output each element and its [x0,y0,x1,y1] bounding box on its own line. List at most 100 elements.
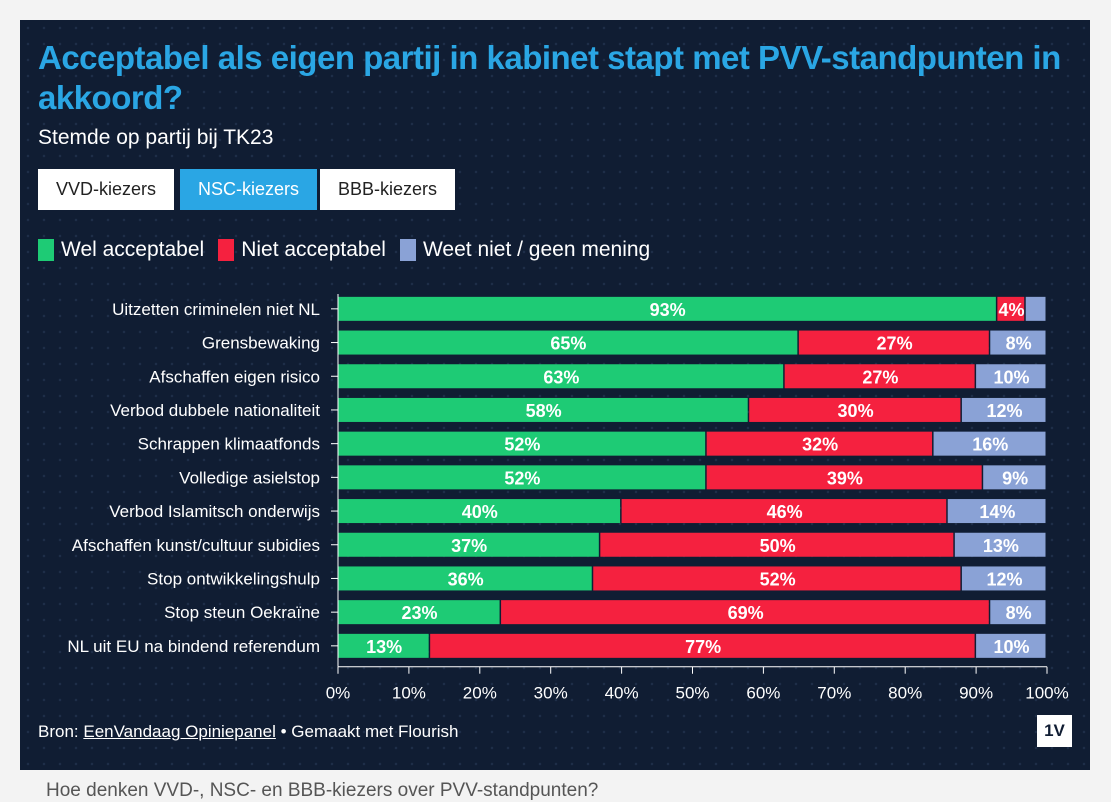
data-label: 46% [767,502,803,522]
legend-item-wel: Wel acceptabel [38,238,204,262]
bar-segment [338,499,621,524]
source-suffix: • Gemaakt met Flourish [275,722,459,741]
bar-segment [798,330,989,355]
source-link[interactable]: EenVandaag Opiniepanel [83,722,276,741]
legend-item-niet: Niet acceptabel [218,238,386,262]
bar-segment [933,431,1046,456]
data-label: 63% [543,367,579,387]
bar-segment [961,397,1046,422]
data-label: 30% [838,401,874,421]
data-label: 23% [402,603,438,623]
data-label: 8% [1006,603,1032,623]
caption: Hoe denken VVD-, NSC- en BBB-kiezers ove… [46,780,599,801]
category-label: Uitzetten criminelen niet NL [112,300,320,319]
bar-segment [954,532,1046,557]
legend-swatch-wel [38,239,54,261]
data-label: 4% [999,300,1025,320]
data-label: 58% [526,401,562,421]
category-label: NL uit EU na bindend referendum [67,637,320,656]
data-label: 77% [685,637,721,657]
bar-segment [621,499,947,524]
category-label: Afschaffen kunst/cultuur subidies [72,536,320,555]
bar-segment [961,566,1046,591]
bar-segment [593,566,961,591]
bar-segment [976,364,1046,389]
bar-segment [338,532,599,557]
data-label: 9% [1002,468,1028,488]
data-label: 8% [1006,334,1032,354]
category-label: Verbod Islamitsch onderwijs [109,502,320,521]
x-tick-label: 70% [817,684,851,703]
bar-segment [983,465,1046,490]
data-label: 52% [760,569,796,589]
bar-segment [947,499,1046,524]
bar-segment [990,330,1046,355]
x-tick-label: 10% [392,684,426,703]
bar-segment [784,364,975,389]
category-label: Stop steun Oekraïne [164,603,320,622]
bar-segment [338,465,706,490]
x-tick-label: 100% [1025,684,1068,703]
bar-segment [600,532,954,557]
tab-vvd-kiezers[interactable]: VVD-kiezers [38,169,175,210]
x-tick-label: 90% [959,684,993,703]
bar-segment [706,465,982,490]
x-tick-label: 20% [463,684,497,703]
legend-swatch-niet [218,239,235,261]
source-prefix: Bron: [38,722,84,741]
source-line: Bron: EenVandaag Opiniepanel • Gemaakt m… [38,722,459,742]
data-label: 14% [979,502,1015,522]
category-label: Schrappen klimaatfonds [138,435,320,454]
legend-swatch-weet [399,239,416,261]
bar-segment [338,566,592,591]
data-label: 36% [448,569,484,589]
data-label: 13% [983,536,1019,556]
chart-panel: Acceptabel als eigen partij in kabinet s… [20,20,1090,770]
x-tick-label: 60% [746,684,780,703]
data-label: 93% [650,300,686,320]
x-tick-label: 50% [675,684,709,703]
data-label: 37% [451,536,487,556]
bar-segment [1025,296,1046,321]
legend-label-niet: Niet acceptabel [241,238,386,261]
bar-segment [338,431,706,456]
tab-bbb-kiezers[interactable]: BBB-kiezers [320,169,456,210]
data-label: 39% [827,468,863,488]
bar-segment [501,600,989,625]
data-label: 69% [728,603,764,623]
legend-item-weet: Weet niet / geen mening [399,238,651,262]
category-label: Volledige asielstop [179,468,320,487]
bar-segment [338,296,996,321]
bar-segment [990,600,1046,625]
data-label: 12% [986,401,1022,421]
x-tick-label: 0% [326,684,351,703]
x-tick-label: 40% [605,684,639,703]
chart-title: Acceptabel als eigen partij in kabinet s… [38,39,1061,116]
data-label: 10% [994,367,1030,387]
data-label: 32% [802,435,838,455]
category-label: Stop ontwikkelingshulp [147,569,320,588]
category-label: Verbod dubbele nationaliteit [110,401,320,420]
data-label: 52% [504,435,540,455]
bar-segment [338,330,798,355]
chart-legend: Wel acceptabel Niet acceptabel Weet niet… [38,236,664,264]
bar-segment [338,600,500,625]
data-label: 52% [504,468,540,488]
data-label: 27% [877,334,913,354]
legend-label-wel: Wel acceptabel [61,238,205,261]
bar-segment [997,296,1025,321]
data-label: 40% [462,502,498,522]
data-label: 13% [366,637,402,657]
category-label: Afschaffen eigen risico [149,367,320,386]
data-label: 12% [986,569,1022,589]
legend-label-weet: Weet niet / geen mening [422,238,651,261]
chart-subtitle: Stemde op partij bij TK23 [38,126,274,149]
bar-segment [338,364,784,389]
bar-chart: Uitzetten criminelen niet NL 93% 4% Grensbe… [67,294,1069,703]
bar-segment [976,633,1046,658]
bar-segment [749,397,961,422]
data-label: 65% [550,334,586,354]
bar-segment [338,633,429,658]
eenvandaag-logo: 1V [1037,715,1072,747]
tab-nsc-kiezers[interactable]: NSC-kiezers [180,169,318,210]
